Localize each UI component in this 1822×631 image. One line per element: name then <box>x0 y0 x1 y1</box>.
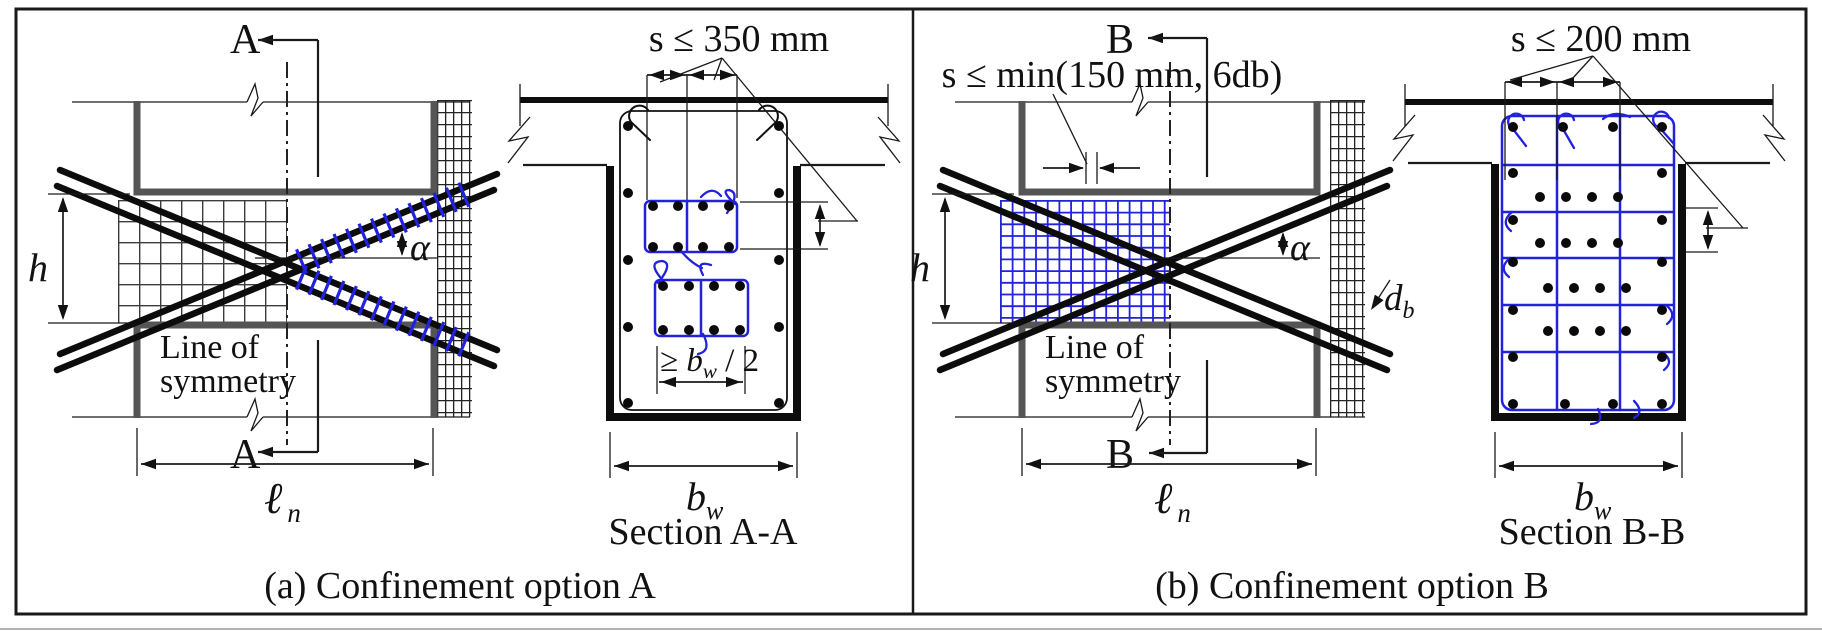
section-aa-perimeter-hoop <box>619 110 788 411</box>
section-cut-marker-a-top: A <box>230 17 320 177</box>
panel-b: B B s ≤ min(150 mm, 6db) <box>910 17 1786 607</box>
s200-label: s ≤ 200 mm <box>1511 18 1691 60</box>
bw-half-label: ≥ bw / 2 <box>660 343 759 383</box>
section-b-b: s ≤ 200 mm bw Section B-B <box>1392 18 1786 553</box>
smin-dimension: s ≤ min(150 mm, 6db) <box>942 54 1283 184</box>
wall-hatch-b <box>1330 100 1365 417</box>
elevation-a: A A h <box>28 17 501 528</box>
svg-text:symmetry: symmetry <box>160 363 296 400</box>
diagonal-cage-lower <box>653 259 750 356</box>
marker-a-bottom-label: A <box>230 432 261 478</box>
beam-mesh-b <box>1000 200 1170 323</box>
bw-label-a: bw <box>686 474 724 525</box>
bw-dimension-b: bw <box>1494 432 1683 525</box>
diagonal-hoops-a <box>295 180 473 359</box>
s200-dimension: s ≤ 200 mm <box>1504 18 1744 229</box>
diagonal-bars-a <box>53 166 501 374</box>
marker-a-top-label: A <box>230 17 261 63</box>
bw-label-b: bw <box>1574 474 1612 525</box>
smin-label: s ≤ min(150 mm, 6db) <box>942 54 1283 96</box>
db-callout: db <box>1366 278 1415 324</box>
section-aa-rebar-dots <box>623 121 784 408</box>
bw-dimension-a: bw <box>609 432 798 525</box>
section-bb-title: Section B-B <box>1499 511 1686 553</box>
section-bb-slab <box>1392 84 1786 165</box>
section-aa-web <box>606 166 801 421</box>
wall-blocks-a <box>133 101 438 418</box>
slab-lines-b <box>955 81 1365 432</box>
bw-half-dimension: ≥ bw / 2 <box>656 343 759 394</box>
h-label-a: h <box>28 245 48 290</box>
s350-label: s ≤ 350 mm <box>649 18 829 60</box>
section-cut-marker-b-top: B <box>1106 17 1209 177</box>
alpha-dimension-a: α <box>255 227 438 269</box>
beam-mesh-a <box>118 200 287 323</box>
caption-b: (b) Confinement option B <box>1155 565 1549 607</box>
h-dimension-a: h <box>28 193 130 324</box>
section-cut-marker-b-bottom: B <box>1106 360 1209 478</box>
wall-hatch-a <box>437 100 472 417</box>
line-of-symmetry-label-b: Line of symmetry <box>1045 329 1181 400</box>
section-bb-web <box>1491 164 1686 421</box>
panel-a: A A h <box>28 17 901 607</box>
s350-dimension: s ≤ 350 mm <box>646 18 858 222</box>
svg-text:Line of: Line of <box>1045 329 1145 366</box>
db-label: db <box>1384 278 1415 324</box>
section-cut-marker-a-bottom: A <box>230 340 320 478</box>
line-of-symmetry-label-a: Line of symmetry <box>160 329 296 400</box>
svg-text:symmetry: symmetry <box>1045 363 1181 400</box>
alpha-dimension-b: α <box>1150 227 1320 269</box>
diagonal-cage-upper <box>643 188 739 270</box>
alpha-label-b: α <box>1290 227 1311 269</box>
hoop-spacing-dim-b <box>1685 207 1748 253</box>
marker-b-bottom-label: B <box>1106 432 1134 478</box>
figure-border <box>0 7 1822 630</box>
hoop-spacing-dim-a <box>740 201 858 250</box>
h-label-b: h <box>910 245 930 290</box>
section-bb-rebar-dots <box>1508 122 1667 409</box>
diagonal-bars-b <box>936 166 1394 374</box>
caption-a: (a) Confinement option A <box>264 565 656 607</box>
svg-text:Line of: Line of <box>160 329 260 366</box>
section-a-a: s ≤ 350 mm <box>507 18 901 553</box>
marker-b-top-label: B <box>1106 17 1134 63</box>
h-dimension-b: h <box>910 193 1014 324</box>
section-aa-slab <box>507 84 901 167</box>
elevation-b: B B s ≤ min(150 mm, 6db) <box>910 17 1415 528</box>
section-aa-title: Section A-A <box>609 511 798 553</box>
alpha-label-a: α <box>410 227 431 269</box>
